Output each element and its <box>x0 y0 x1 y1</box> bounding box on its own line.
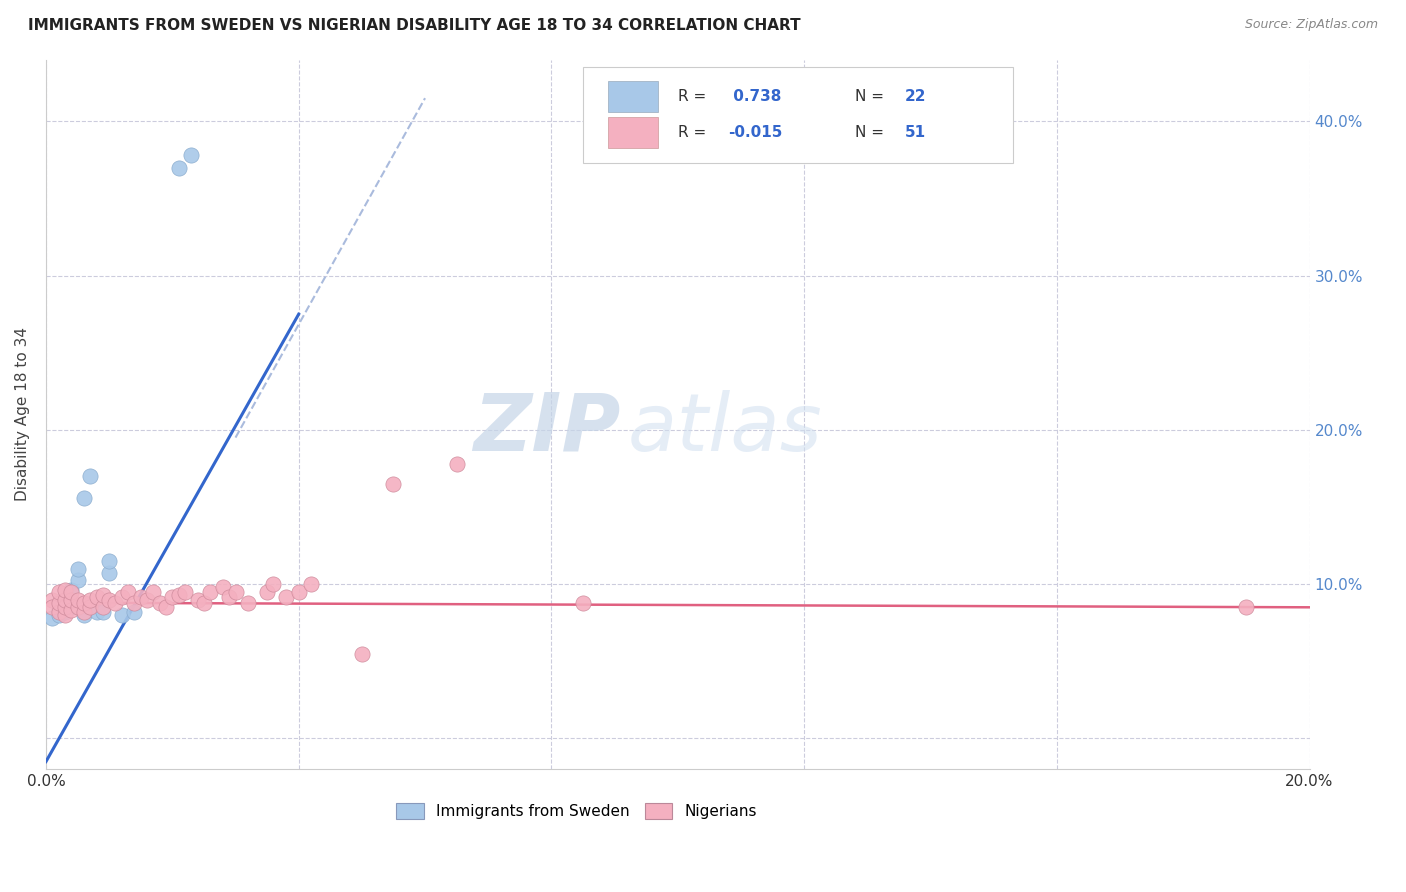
Point <box>53 592 76 607</box>
FancyBboxPatch shape <box>609 81 658 112</box>
Point <box>167 161 190 175</box>
Point <box>256 585 278 599</box>
Point <box>124 605 146 619</box>
Point <box>111 607 134 622</box>
Point <box>60 583 83 598</box>
Point <box>48 597 70 611</box>
Point <box>73 491 96 505</box>
Point <box>91 588 114 602</box>
Point <box>73 605 96 619</box>
Point <box>48 585 70 599</box>
Point <box>218 590 240 604</box>
Text: atlas: atlas <box>627 390 823 467</box>
FancyBboxPatch shape <box>583 67 1012 162</box>
Point <box>98 554 121 568</box>
Point <box>91 600 114 615</box>
Point <box>200 585 222 599</box>
Point <box>136 592 159 607</box>
Point <box>180 148 202 162</box>
Point <box>79 469 101 483</box>
Point <box>48 596 70 610</box>
Text: IMMIGRANTS FROM SWEDEN VS NIGERIAN DISABILITY AGE 18 TO 34 CORRELATION CHART: IMMIGRANTS FROM SWEDEN VS NIGERIAN DISAB… <box>28 18 801 33</box>
Point <box>117 585 139 599</box>
Point <box>60 600 83 615</box>
Point <box>193 596 215 610</box>
Point <box>60 592 83 607</box>
Point <box>53 600 76 615</box>
Point <box>60 585 83 599</box>
Point <box>287 585 309 599</box>
Text: N =: N = <box>855 125 889 140</box>
Point <box>111 590 134 604</box>
Point <box>299 577 322 591</box>
Point <box>187 592 209 607</box>
Point <box>382 476 405 491</box>
Point <box>66 592 89 607</box>
Point <box>79 600 101 615</box>
Point <box>124 596 146 610</box>
Point <box>149 596 172 610</box>
Text: -0.015: -0.015 <box>728 125 783 140</box>
Point <box>162 590 184 604</box>
Point <box>129 590 152 604</box>
Point <box>53 599 76 613</box>
Point <box>350 647 373 661</box>
Text: 51: 51 <box>905 125 927 140</box>
FancyBboxPatch shape <box>609 117 658 148</box>
Text: N =: N = <box>855 89 889 104</box>
Point <box>167 588 190 602</box>
Y-axis label: Disability Age 18 to 34: Disability Age 18 to 34 <box>15 327 30 501</box>
Text: ZIP: ZIP <box>474 390 621 467</box>
Point <box>224 585 246 599</box>
Point <box>262 577 284 591</box>
Point <box>66 600 89 615</box>
Point <box>66 562 89 576</box>
Point <box>274 590 297 604</box>
Point <box>60 603 83 617</box>
Point <box>73 607 96 622</box>
Point <box>41 592 63 607</box>
Point <box>155 600 177 615</box>
Point <box>66 573 89 587</box>
Point <box>48 607 70 622</box>
Text: R =: R = <box>678 125 711 140</box>
Point <box>41 600 63 615</box>
Point <box>446 457 468 471</box>
Point <box>1234 600 1257 615</box>
Text: 0.738: 0.738 <box>728 89 782 104</box>
Point <box>41 611 63 625</box>
Text: Source: ZipAtlas.com: Source: ZipAtlas.com <box>1244 18 1378 31</box>
Point <box>104 596 127 610</box>
Point <box>174 585 197 599</box>
Text: 22: 22 <box>905 89 927 104</box>
Legend: Immigrants from Sweden, Nigerians: Immigrants from Sweden, Nigerians <box>389 797 763 825</box>
Point <box>53 607 76 622</box>
Point <box>572 596 595 610</box>
Point <box>86 590 108 604</box>
Text: R =: R = <box>678 89 711 104</box>
Point <box>236 596 259 610</box>
Point <box>48 603 70 617</box>
Point <box>98 592 121 607</box>
Point <box>53 583 76 598</box>
Point <box>53 590 76 604</box>
Point <box>91 605 114 619</box>
Point <box>142 585 165 599</box>
Point <box>48 605 70 619</box>
Point <box>212 580 235 594</box>
Point <box>98 566 121 581</box>
Point <box>79 592 101 607</box>
Point <box>73 596 96 610</box>
Point <box>53 605 76 619</box>
Point <box>86 605 108 619</box>
